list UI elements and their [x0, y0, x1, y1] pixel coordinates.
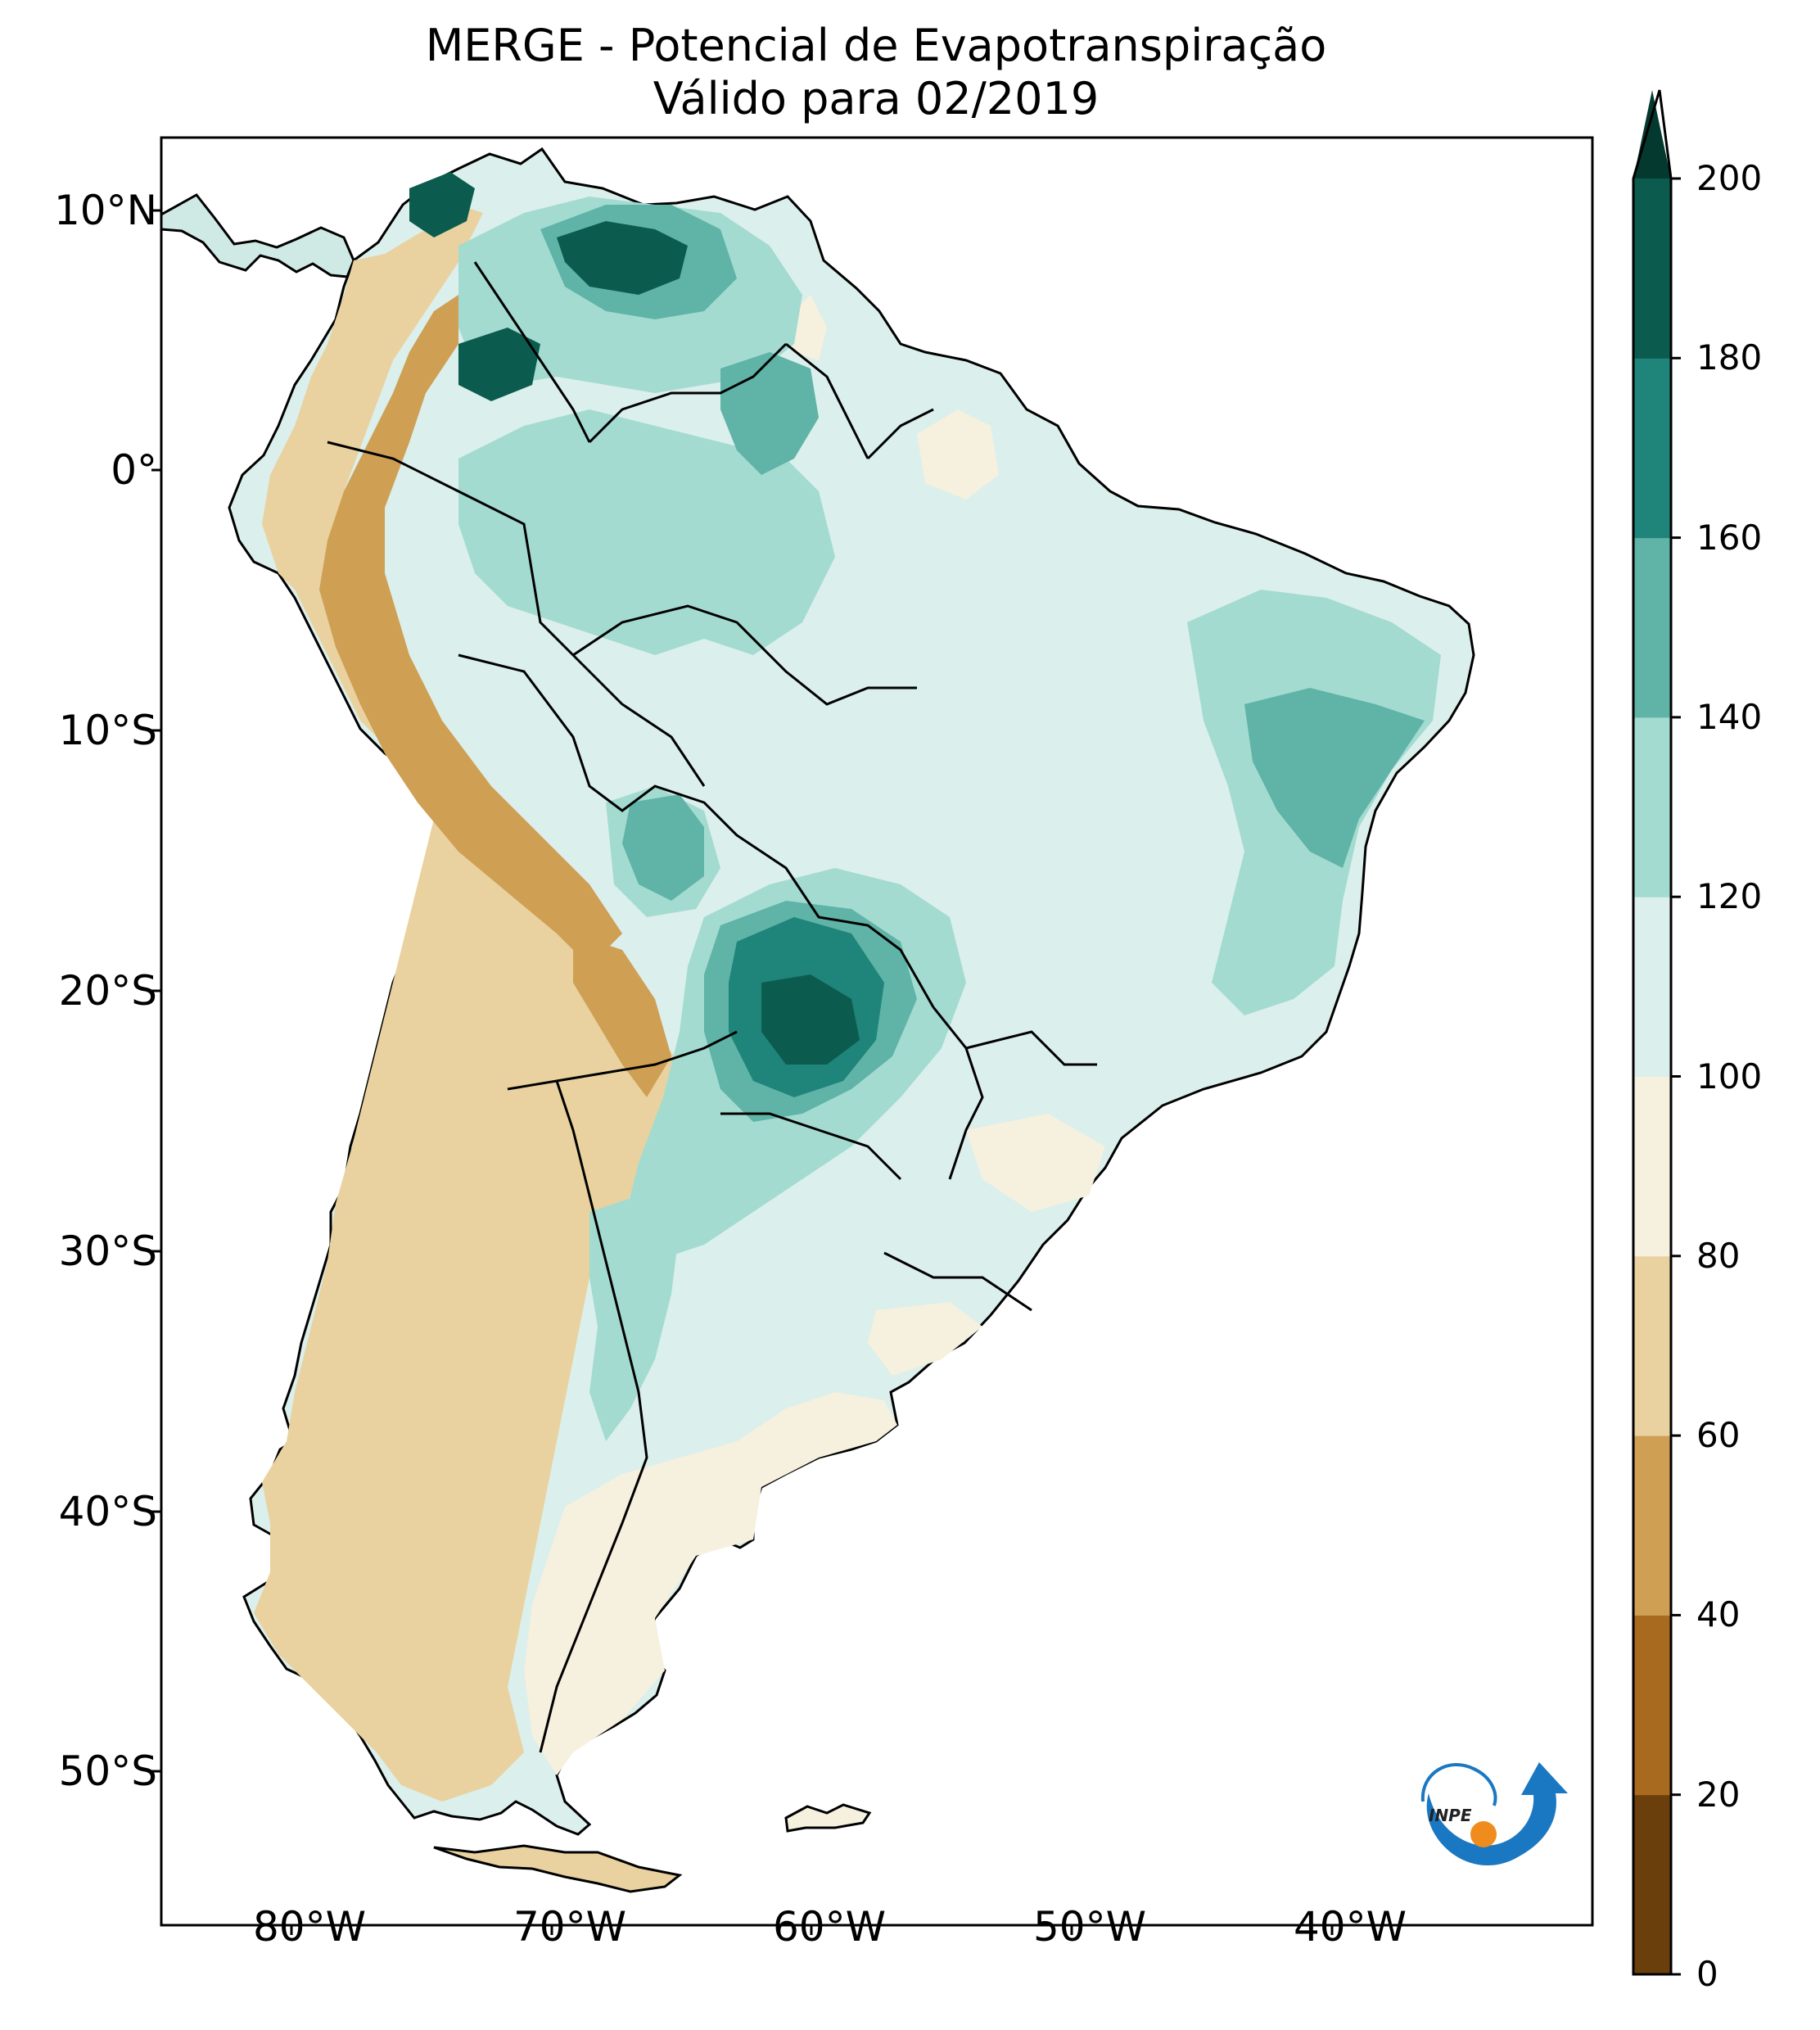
- colorbar-segment: [1633, 1794, 1671, 1975]
- llanos-darkest: [458, 328, 540, 401]
- chaco-darkest: [761, 974, 860, 1065]
- country-borders: [327, 261, 1097, 1753]
- lat-label-0: 0°: [111, 446, 157, 494]
- lon-label-50w: 50°W: [1032, 1903, 1147, 1951]
- colorbar-segment: [1633, 1435, 1671, 1616]
- colorbar-tick-label: 40: [1696, 1594, 1741, 1635]
- lat-label-20s: 20°S: [58, 967, 157, 1015]
- colorbar-ticks: [1671, 177, 1681, 1976]
- colorbar-tick-label: 20: [1696, 1774, 1741, 1815]
- colorbar-tick-label: 60: [1696, 1415, 1741, 1456]
- logo-orbit-icon: [1420, 1763, 1497, 1806]
- colorbar-segment: [1633, 358, 1671, 539]
- amapa-beige: [917, 409, 999, 500]
- colorbar-tick-label: 180: [1696, 337, 1763, 378]
- lon-ticks: [290, 1925, 1334, 1935]
- colorbar-segment: [1633, 179, 1671, 359]
- colorbar-tick-label: 80: [1696, 1235, 1741, 1276]
- rondonia-mid-teal: [622, 794, 704, 901]
- lat-label-10s: 10°S: [58, 707, 157, 754]
- venezuela-darkest: [557, 221, 688, 295]
- inpe-logo: INPE: [1420, 1762, 1568, 1866]
- colorbar-extend-arrow: [1633, 90, 1671, 179]
- colorbar-tick-label: 140: [1696, 696, 1763, 737]
- logo-swoosh-icon: [1426, 1762, 1568, 1866]
- southern-beige: [868, 1302, 982, 1376]
- lat-label-30s: 30°S: [58, 1227, 157, 1275]
- lat-label-10n: 10°N: [53, 187, 157, 234]
- lat-ticks: [151, 209, 161, 1773]
- central-america: [161, 193, 355, 278]
- colorbar-tick-label: 200: [1696, 158, 1763, 198]
- colorbar-segment: [1633, 1615, 1671, 1796]
- map-frame: [160, 136, 1594, 1927]
- map-area: [161, 138, 1592, 1925]
- lon-label-60w: 60°W: [772, 1903, 887, 1951]
- map-subtitle: Válido para 02/2019: [653, 73, 1100, 124]
- uruguay-beige: [966, 1114, 1105, 1212]
- lon-label-80w: 80°W: [252, 1903, 367, 1951]
- colorbar-outline: [1632, 89, 1673, 1976]
- northeast-mid-teal: [1244, 688, 1425, 868]
- colorbar-tick-label: 160: [1696, 517, 1763, 558]
- lon-label-70w: 70°W: [513, 1903, 627, 1951]
- falkland-islands: [784, 1803, 872, 1833]
- amazon-teal: [458, 409, 835, 655]
- colorbar-segment: [1633, 1255, 1671, 1436]
- colorbar-tick-label: 100: [1696, 1056, 1763, 1096]
- logo-text: INPE: [1429, 1806, 1472, 1825]
- altiplano-dry: [573, 934, 671, 1097]
- colorbar-tick-label: 120: [1696, 876, 1763, 917]
- colorbar-segment: [1633, 717, 1671, 897]
- argentina-teal: [589, 1196, 680, 1441]
- lon-label-40w: 40°W: [1293, 1903, 1407, 1951]
- colombia-darkest: [409, 172, 475, 237]
- guyana-mid-teal: [720, 352, 819, 475]
- lat-label-50s: 50°S: [58, 1747, 157, 1795]
- colorbar-segment: [1633, 1076, 1671, 1257]
- andes-very-dry: [319, 295, 622, 966]
- colorbar-segment: [1633, 537, 1671, 718]
- lat-label-40s: 40°S: [58, 1488, 157, 1535]
- map-title: MERGE - Potencial de Evapotranspiração: [425, 20, 1327, 71]
- tierra-del-fuego: [433, 1844, 683, 1893]
- colorbar-segments: [1633, 179, 1671, 1975]
- colorbar-tick-label: 0: [1696, 1954, 1718, 1994]
- colorbar-segment: [1633, 897, 1671, 1077]
- logo-sun-icon: [1470, 1821, 1497, 1847]
- patagonia-beige: [524, 1392, 897, 1775]
